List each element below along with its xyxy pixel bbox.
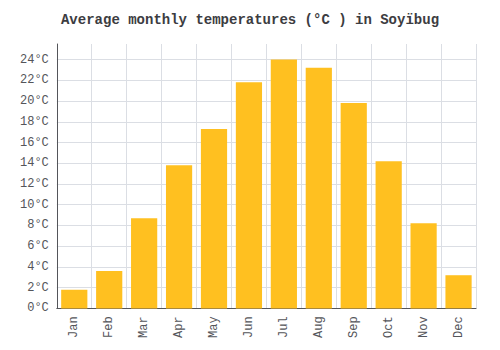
svg-text:16°C: 16°C: [20, 136, 49, 150]
svg-text:Mar: Mar: [137, 316, 151, 338]
svg-text:Sep: Sep: [347, 316, 361, 338]
svg-text:8°C: 8°C: [27, 218, 49, 232]
svg-text:Average monthly temperatures (: Average monthly temperatures (°C ) in So…: [61, 12, 439, 28]
svg-text:Dec: Dec: [452, 316, 466, 338]
svg-text:24°C: 24°C: [20, 53, 49, 67]
svg-text:20°C: 20°C: [20, 94, 49, 108]
svg-text:14°C: 14°C: [20, 156, 49, 170]
svg-text:2°C: 2°C: [27, 281, 49, 295]
svg-text:Aug: Aug: [312, 316, 326, 338]
svg-text:18°C: 18°C: [20, 115, 49, 129]
svg-text:Apr: Apr: [172, 316, 186, 338]
svg-text:10°C: 10°C: [20, 198, 49, 212]
svg-text:22°C: 22°C: [20, 73, 49, 87]
svg-text:May: May: [207, 316, 221, 338]
svg-text:Oct: Oct: [382, 316, 396, 338]
svg-text:Jun: Jun: [242, 316, 256, 338]
svg-text:4°C: 4°C: [27, 260, 49, 274]
svg-text:0°C: 0°C: [27, 301, 49, 315]
svg-text:Jan: Jan: [67, 316, 81, 338]
svg-text:12°C: 12°C: [20, 177, 49, 191]
svg-text:Jul: Jul: [277, 316, 291, 338]
svg-text:Feb: Feb: [102, 316, 116, 338]
svg-text:Nov: Nov: [417, 316, 431, 338]
svg-text:6°C: 6°C: [27, 239, 49, 253]
